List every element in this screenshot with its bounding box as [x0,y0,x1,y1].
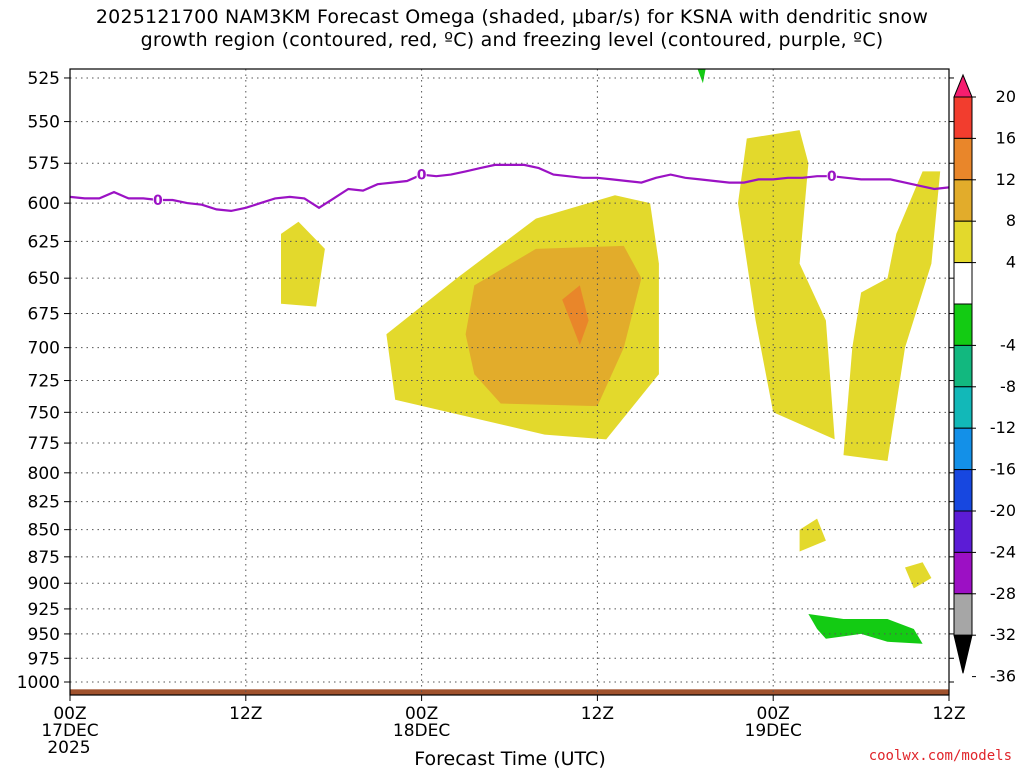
colorbar-label-5: -4 [1000,335,1016,354]
colorbar-segment-7 [953,344,973,388]
colorbar-legend: 20 16 12 8 4 -4 -8 -12 -16 -20 -24 -28 -32 -36 [953,73,1016,686]
x-tick-label-48-1: 19DEC [745,721,802,741]
y-tick-label-650: 650 [28,269,60,289]
y-tick-label-600: 600 [28,194,60,214]
colorbar-segment-8 [953,386,973,429]
colorbar-label-13: -36 [990,667,1016,686]
chart-title: 2025121700 NAM3KM Forecast Omega (shaded… [0,6,1024,52]
freezing-level-layer: 0 0 0 [70,163,949,213]
freezing-level-label-1: 0 [417,168,427,184]
colorbar-segment-10 [953,469,973,512]
colorbar-label-4: 4 [1006,253,1016,272]
omega-shading [210,69,941,644]
freezing-level-label-2: 0 [827,169,837,185]
x-tick-label-0-1: 17DEC [41,721,98,741]
y-tick-label-850: 850 [28,521,60,541]
y-tick-label-725: 725 [28,372,60,392]
omega-region-6 [843,171,941,461]
colorbar-label-0: 20 [996,87,1016,106]
omega-region-4 [562,285,589,345]
colorbar-segment-5 [953,262,973,305]
terrain-band [70,689,949,695]
y-tick-label-575: 575 [28,154,60,174]
x-tick-label-0-0: 00Z [53,704,86,724]
colorbar-segment-6 [953,303,973,346]
omega-region-9 [808,614,923,644]
colorbar-segment-11 [953,510,973,553]
colorbar-segment-9 [953,427,973,471]
y-tick-label-675: 675 [28,305,60,325]
omega-region-10 [697,69,706,84]
freezing-label-bg-2 [826,168,837,184]
omega-region-5 [738,130,835,440]
omega-region-1 [281,221,325,307]
y-tick-label-825: 825 [28,493,60,513]
freezing-label-bg-1 [416,166,427,182]
credit-text: coolwx.com/models [868,748,1012,764]
freezing-level-label-0: 0 [153,193,163,209]
x-tick-label-12-0: 12Z [229,704,262,724]
colorbar-segment-2 [953,137,973,181]
y-tick-label-1000: 1000 [17,673,60,693]
y-tick-label-525: 525 [28,69,60,89]
colorbar-bottom-arrow [953,634,973,674]
terrain-layer [70,689,949,695]
y-tick-label-900: 900 [28,574,60,594]
colorbar-label-6: -8 [1000,377,1016,396]
omega-region-8 [905,562,932,589]
y-tick-label-800: 800 [28,464,60,484]
x-tick-label-60-0: 12Z [932,704,965,724]
colorbar-label-7: -12 [990,418,1016,437]
y-tick-label-700: 700 [28,339,60,359]
colorbar-label-9: -20 [990,501,1016,520]
colorbar-segment-3 [953,179,973,222]
colorbar-label-8: -16 [990,460,1016,479]
y-tick-label-775: 775 [28,434,60,454]
x-tick-label-36-0: 12Z [581,704,614,724]
y-tick-label-625: 625 [28,232,60,252]
y-tick-label-925: 925 [28,600,60,620]
x-tick-label-24-0: 00Z [405,704,438,724]
omega-region-0 [210,69,237,82]
colorbar-segment-13 [953,593,973,636]
y-axis: 525 550 575 600 625 650 675 700 725 750 775 800 825 8… [17,69,954,693]
colorbar-label-1: 16 [996,128,1016,147]
x-tick-label-0-2: 2025 [47,738,90,758]
grid-lines [70,69,949,695]
colorbar-segment-4 [953,220,973,264]
freezing-level-line [70,163,949,213]
colorbar-label-2: 12 [996,170,1016,189]
y-tick-label-875: 875 [28,548,60,568]
chart-title-line-2: growth region (contoured, red, ºC) and f… [140,29,884,51]
omega-region-7 [799,518,826,552]
x-tick-label-24-1: 18DEC [393,721,450,741]
colorbar-top-arrow [953,73,973,98]
x-axis-label: Forecast Time (UTC) [414,748,605,768]
freezing-label-bg-0 [152,192,163,208]
colorbar-label-3: 8 [1006,211,1016,230]
colorbar-segment-12 [953,551,973,595]
colorbar-segment-1 [953,96,973,139]
y-tick-label-750: 750 [28,403,60,423]
plot-frame [69,68,950,696]
chart-title-line-1: 2025121700 NAM3KM Forecast Omega (shaded… [95,6,929,28]
colorbar-label-12: -32 [990,625,1016,644]
y-tick-label-975: 975 [28,649,60,669]
y-tick-label-950: 950 [28,625,60,645]
y-tick-label-550: 550 [28,113,60,133]
colorbar-label-11: -28 [990,584,1016,603]
colorbar-label-10: -24 [990,542,1016,561]
x-tick-label-48-0: 00Z [757,704,790,724]
